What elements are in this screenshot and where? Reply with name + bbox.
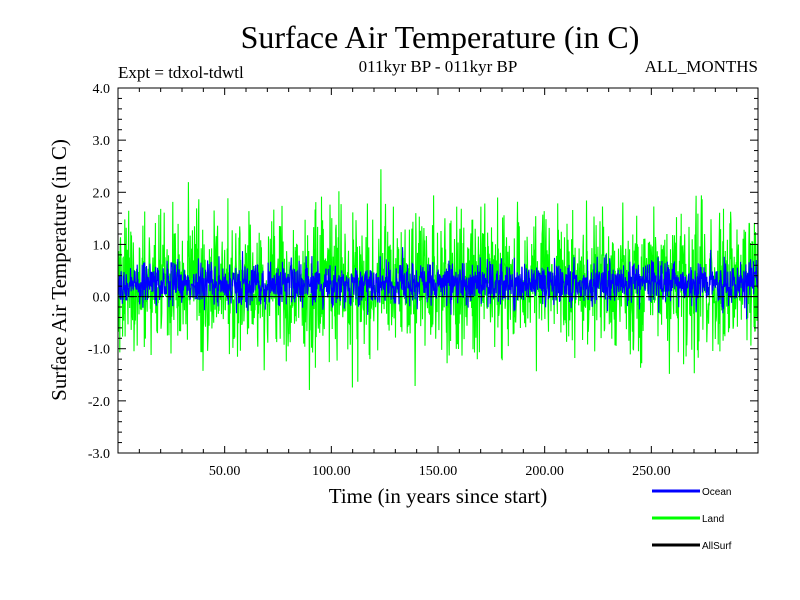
x-tick-label: 250.00 <box>632 464 671 479</box>
legend-label-ocean: Ocean <box>702 487 731 498</box>
axes: 50.00 100.00 150.00 200.00 250.00 -3.0 -2.0 -1.… <box>88 82 759 479</box>
legend: Ocean Land AllSurf <box>652 487 732 552</box>
y-tick-label: -3.0 <box>88 447 110 462</box>
x-tick-label: 150.00 <box>419 464 458 479</box>
legend-label-land: Land <box>702 514 724 525</box>
chart-title: Surface Air Temperature (in C) <box>241 19 640 55</box>
y-tick-label: 1.0 <box>93 238 111 253</box>
y-tick-label: 3.0 <box>93 134 111 149</box>
x-tick-label: 200.00 <box>525 464 564 479</box>
y-axis-label: Surface Air Temperature (in C) <box>47 139 71 401</box>
y-tick-label: 2.0 <box>93 186 111 201</box>
y-tick-label: -2.0 <box>88 395 110 410</box>
x-tick-label: 50.00 <box>209 464 241 479</box>
y-tick-label: -1.0 <box>88 343 110 358</box>
plot-area <box>118 88 758 453</box>
y-tick-label: 4.0 <box>93 82 111 97</box>
x-axis-label: Time (in years since start) <box>329 484 548 508</box>
y-tick-label: 0.0 <box>93 291 111 306</box>
season-label: ALL_MONTHS <box>645 57 758 76</box>
chart-subtitle: 011kyr BP - 011kyr BP <box>359 57 518 76</box>
legend-label-allsurf: AllSurf <box>702 541 732 552</box>
experiment-label: Expt = tdxol-tdwtl <box>118 63 244 82</box>
series-line-ocean <box>118 247 758 320</box>
x-tick-label: 100.00 <box>312 464 351 479</box>
